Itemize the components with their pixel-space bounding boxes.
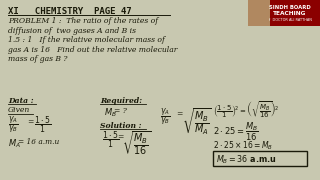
Text: =: = bbox=[117, 133, 124, 141]
Text: $\frac{1 \cdot 5}{1}$: $\frac{1 \cdot 5}{1}$ bbox=[102, 130, 119, 152]
Text: = 16 a.m.u: = 16 a.m.u bbox=[18, 138, 59, 146]
Text: $M_B$: $M_B$ bbox=[104, 106, 117, 118]
Text: $\frac{\gamma_A}{\gamma_B}$: $\frac{\gamma_A}{\gamma_B}$ bbox=[160, 107, 171, 129]
Text: =: = bbox=[27, 118, 33, 126]
Bar bbox=[248, 0, 320, 26]
Text: TEACHING: TEACHING bbox=[273, 10, 307, 15]
Text: $\left(\dfrac{1 \cdot 5}{1}\right)^{\!2}=\left(\sqrt{\dfrac{M_B}{16}}\right)^{\!: $\left(\dfrac{1 \cdot 5}{1}\right)^{\!2}… bbox=[213, 100, 279, 121]
Text: diffusion of  two gases A and B is: diffusion of two gases A and B is bbox=[8, 26, 136, 35]
Text: $2 \cdot 25 \times 16 = M_B$: $2 \cdot 25 \times 16 = M_B$ bbox=[213, 139, 273, 152]
Text: =: = bbox=[176, 110, 182, 118]
Text: 1.5 : 1   If the relative molecular mass of: 1.5 : 1 If the relative molecular mass o… bbox=[8, 36, 165, 44]
Text: $\sqrt{\dfrac{M_B}{16}}$: $\sqrt{\dfrac{M_B}{16}}$ bbox=[122, 130, 151, 157]
Text: SINDH BOARD: SINDH BOARD bbox=[269, 4, 311, 10]
Text: $M_A$: $M_A$ bbox=[8, 137, 21, 150]
Text: PROBLEM 1 :  The ratio of the rates of: PROBLEM 1 : The ratio of the rates of bbox=[8, 17, 158, 25]
Text: mass of gas B ?: mass of gas B ? bbox=[8, 55, 68, 63]
Text: Solution :: Solution : bbox=[100, 122, 141, 130]
Text: Required:: Required: bbox=[100, 97, 142, 105]
Text: Data :: Data : bbox=[8, 97, 34, 105]
Text: Given: Given bbox=[8, 106, 30, 114]
Bar bbox=[248, 0, 270, 26]
Text: gas A is 16   Find out the relative molecular: gas A is 16 Find out the relative molecu… bbox=[8, 46, 177, 53]
Text: XI   CHEMISTRY  PAGE 47: XI CHEMISTRY PAGE 47 bbox=[8, 7, 132, 16]
Text: f  DOCTOR ALI RATTHAN: f DOCTOR ALI RATTHAN bbox=[268, 18, 311, 22]
Text: $\frac{1 \cdot 5}{1}$: $\frac{1 \cdot 5}{1}$ bbox=[34, 115, 52, 136]
Text: $\frac{\gamma_A}{\gamma_B}$: $\frac{\gamma_A}{\gamma_B}$ bbox=[8, 115, 19, 136]
Text: = ?: = ? bbox=[114, 107, 127, 115]
Text: $M_B = 36$ a.m.u: $M_B = 36$ a.m.u bbox=[216, 153, 277, 165]
Text: $2 \cdot 25 = \dfrac{M_B}{16}$: $2 \cdot 25 = \dfrac{M_B}{16}$ bbox=[213, 121, 259, 143]
Text: $\sqrt{\dfrac{M_B}{M_A}}$: $\sqrt{\dfrac{M_B}{M_A}}$ bbox=[182, 106, 212, 136]
